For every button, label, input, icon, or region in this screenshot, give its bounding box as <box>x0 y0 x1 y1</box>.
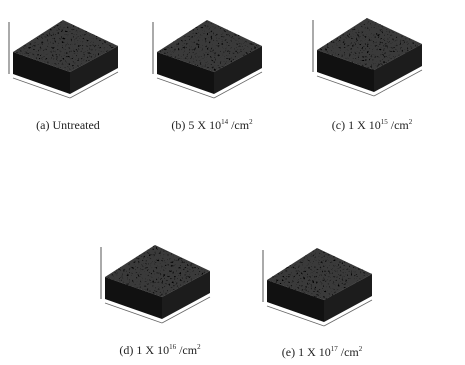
afm-surface <box>153 20 262 98</box>
caption-unit: /cm <box>228 118 249 132</box>
caption-unit-exponent: 2 <box>409 118 413 126</box>
afm-surface <box>101 245 210 323</box>
caption-unit: /cm <box>388 118 409 132</box>
caption-exponent: 16 <box>169 343 176 351</box>
figure <box>0 0 465 365</box>
caption-unit-exponent: 2 <box>359 345 363 353</box>
caption-unit-exponent: 2 <box>249 118 253 126</box>
caption-exponent: 15 <box>381 118 388 126</box>
caption: (b) 5 X 1014 /cm2 <box>171 118 252 133</box>
afm-images <box>9 18 422 326</box>
caption-text: (b) 5 X 10 <box>171 118 221 132</box>
caption-exponent: 14 <box>221 118 228 126</box>
caption-text: (d) 1 X 10 <box>119 343 169 357</box>
caption-text: (a) Untreated <box>36 118 100 132</box>
afm-surface <box>9 20 118 98</box>
caption: (d) 1 X 1016 /cm2 <box>119 343 200 358</box>
caption-text: (e) 1 X 10 <box>282 345 331 359</box>
page: (a) Untreated (b) 5 X 1014 /cm2 (c) 1 X … <box>0 0 465 365</box>
caption: (e) 1 X 1017 /cm2 <box>282 345 362 360</box>
caption-unit: /cm <box>176 343 197 357</box>
caption-unit-exponent: 2 <box>197 343 201 351</box>
caption-text: (c) 1 X 10 <box>332 118 381 132</box>
afm-surface <box>313 18 422 96</box>
caption-exponent: 17 <box>331 345 338 353</box>
caption: (a) Untreated <box>36 118 100 133</box>
caption: (c) 1 X 1015 /cm2 <box>332 118 412 133</box>
caption-unit: /cm <box>338 345 359 359</box>
afm-surface <box>263 248 372 326</box>
